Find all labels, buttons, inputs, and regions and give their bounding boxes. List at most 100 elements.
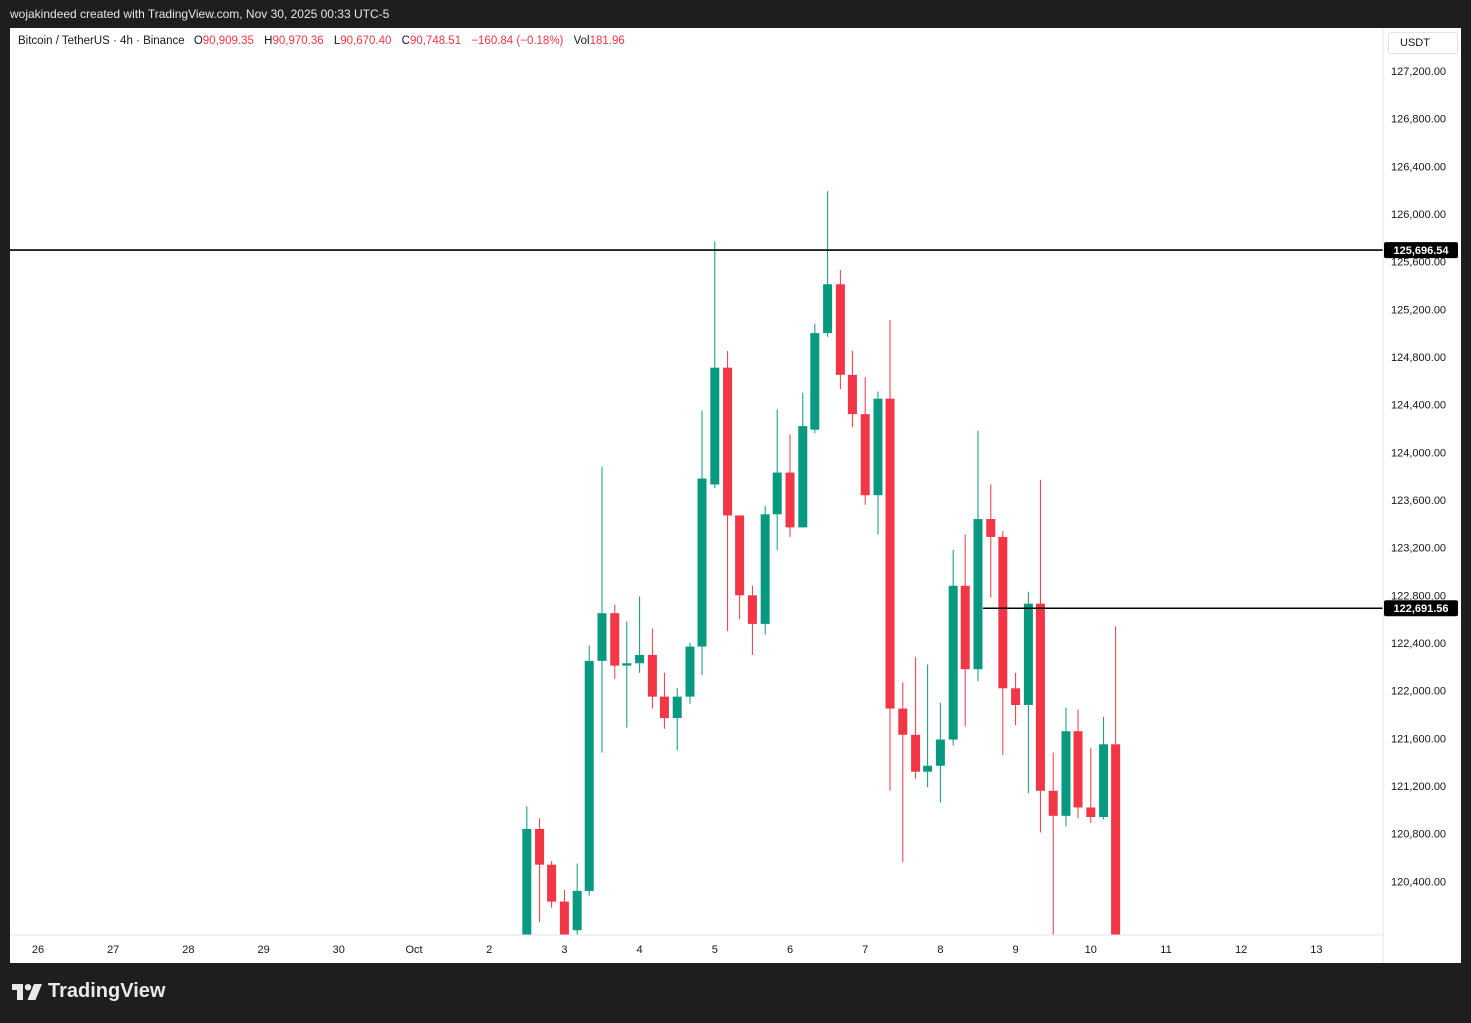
candle-down[interactable] [547, 861, 557, 908]
candle-down[interactable] [911, 657, 921, 779]
candle-up[interactable] [584, 645, 594, 896]
candle-up[interactable] [697, 410, 707, 676]
price-tick-label: 126,000.00 [1391, 209, 1446, 221]
svg-text:122,691.56: 122,691.56 [1393, 603, 1448, 615]
time-tick-label: 11 [1160, 944, 1171, 956]
candle-up[interactable] [572, 863, 582, 935]
candle-down[interactable] [1086, 747, 1096, 823]
currency-button[interactable]: USDT [1388, 32, 1458, 54]
candle-body [647, 654, 657, 697]
candle-body [735, 515, 745, 596]
candle-body [522, 828, 532, 935]
candle-down[interactable] [647, 628, 657, 709]
candle-down[interactable] [747, 585, 757, 655]
candle-down[interactable] [535, 818, 545, 922]
candle-body [986, 519, 996, 537]
candle-up[interactable] [522, 806, 532, 935]
close-value: 90,748.51 [409, 35, 462, 47]
candle-body [935, 739, 945, 766]
candle-down[interactable] [1073, 709, 1083, 819]
price-tick-label: 125,600.00 [1391, 257, 1446, 269]
candle-body [584, 660, 594, 891]
candle-down[interactable] [559, 889, 569, 935]
horizontal-line-price-label: 122,691.56 [1384, 600, 1458, 617]
candle-up[interactable] [923, 664, 933, 788]
time-axis: 26 27 28 29 30 Oct 2 3 4 5 6 7 8 9 10 11 12 13 [32, 944, 1323, 956]
candle-body [1061, 731, 1071, 816]
candle-down[interactable] [723, 350, 733, 632]
candle-down[interactable] [1111, 626, 1121, 935]
time-tick-label: 28 [182, 944, 194, 956]
candle-up[interactable] [973, 430, 983, 682]
candle-body [798, 426, 808, 528]
time-tick-label: 26 [32, 944, 44, 956]
price-tick-label: 121,200.00 [1391, 781, 1446, 793]
candle-down[interactable] [1048, 752, 1058, 935]
candle-body [911, 734, 921, 772]
high-label: H [264, 35, 273, 47]
low-value: 90,670.40 [340, 35, 392, 47]
candle-down[interactable] [898, 682, 908, 863]
time-tick-label: 12 [1235, 944, 1247, 956]
close-label: C [401, 35, 410, 47]
candle-up[interactable] [597, 466, 607, 753]
candle-up[interactable] [1099, 716, 1109, 820]
time-tick-label: 30 [333, 944, 345, 956]
candle-up[interactable] [710, 241, 720, 489]
tradingview-logo-icon [12, 983, 42, 1000]
tradingview-logo[interactable]: TradingView [12, 980, 165, 1003]
candle-up[interactable] [798, 392, 808, 528]
candle-down[interactable] [998, 530, 1008, 756]
candle-down[interactable] [1011, 672, 1021, 726]
candle-up[interactable] [672, 688, 682, 751]
candle-up[interactable] [772, 409, 782, 551]
candle-body [1086, 807, 1096, 818]
candle-up[interactable] [1023, 591, 1033, 794]
price-tick-label: 124,800.00 [1391, 352, 1446, 364]
candle-down[interactable] [986, 484, 996, 598]
price-tick-label: 122,000.00 [1391, 686, 1446, 698]
price-tick-label: 126,800.00 [1391, 114, 1446, 126]
candle-up[interactable] [823, 191, 833, 337]
candle-up[interactable] [685, 642, 695, 704]
candle-body [1035, 603, 1045, 791]
candle-up[interactable] [948, 550, 958, 746]
candle-down[interactable] [847, 350, 857, 428]
candle-up[interactable] [1061, 707, 1071, 827]
candle-down[interactable] [659, 672, 669, 729]
candle-body [898, 708, 908, 735]
tradingview-brand: TradingView [48, 980, 166, 1002]
candle-down[interactable] [1035, 479, 1045, 833]
open-label: O [193, 35, 203, 47]
symbol-title[interactable]: Bitcoin / TetherUS · 4h · Binance [18, 35, 185, 47]
price-tick-label: 123,200.00 [1391, 543, 1446, 555]
candle-body [659, 696, 669, 719]
candle-body [610, 613, 620, 666]
chart-panel[interactable]: 120,400.00 120,800.00 121,200.00 121,600.00… [10, 28, 1461, 963]
candle-up[interactable] [935, 702, 945, 803]
candle-body [635, 654, 645, 664]
candle-down[interactable] [885, 320, 895, 791]
candle-body [885, 398, 895, 709]
candle-up[interactable] [873, 391, 883, 535]
candle-body [948, 585, 958, 740]
candle-body [1023, 603, 1033, 705]
candlestick-chart[interactable]: 120,400.00 120,800.00 121,200.00 121,600.00… [10, 28, 1461, 963]
candle-down[interactable] [960, 534, 970, 727]
candle-down[interactable] [785, 434, 795, 537]
price-tick-label: 120,800.00 [1391, 829, 1446, 841]
candle-down[interactable] [835, 269, 845, 390]
candle-up[interactable] [635, 596, 645, 673]
candle-down[interactable] [735, 515, 745, 620]
time-tick-label: Oct [405, 944, 422, 956]
candle-body [1099, 744, 1109, 818]
candle-up[interactable] [622, 621, 632, 728]
candle-body [998, 536, 1008, 689]
candle-body [697, 478, 707, 647]
time-tick-label: 7 [862, 944, 868, 956]
candle-up[interactable] [760, 505, 770, 635]
candle-down[interactable] [610, 604, 620, 679]
candle-down[interactable] [860, 377, 870, 505]
candle-up[interactable] [810, 323, 820, 434]
high-value: 90,970.36 [272, 35, 324, 47]
